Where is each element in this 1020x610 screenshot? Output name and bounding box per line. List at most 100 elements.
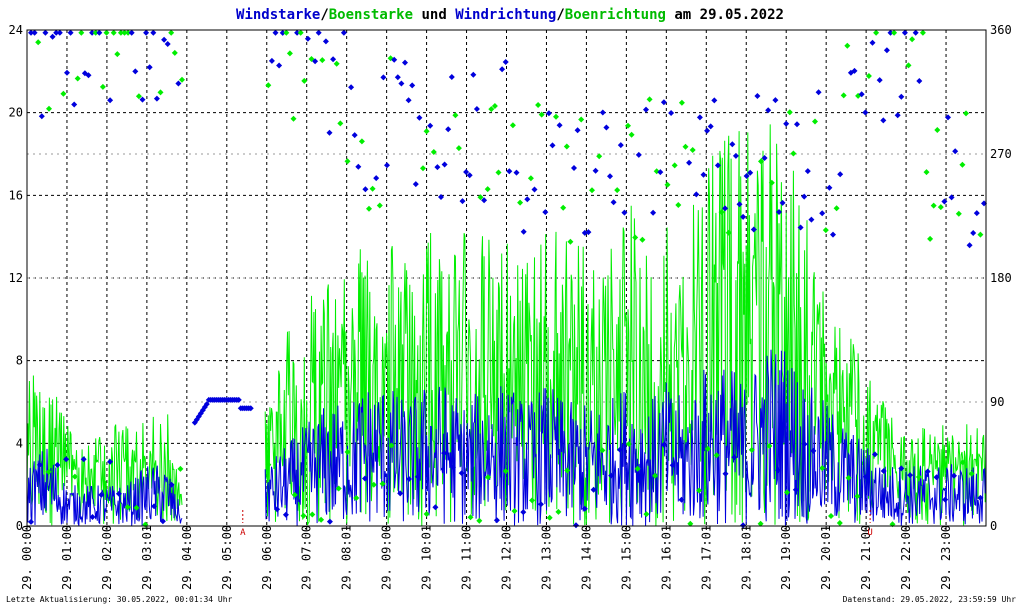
gust-direction-point <box>290 115 297 122</box>
low-speed-point <box>485 474 492 481</box>
wind-direction-point <box>779 199 786 206</box>
low-speed-point <box>766 443 773 449</box>
wind-direction-point <box>801 193 808 200</box>
wind-direction-point <box>826 184 833 191</box>
wind-direction-point <box>53 29 60 36</box>
wind-direction-point <box>348 84 355 91</box>
low-speed-point <box>45 468 52 475</box>
gust-direction-point <box>535 102 542 108</box>
wind-direction-point <box>797 224 804 231</box>
gust-direction-point <box>337 120 344 127</box>
wind-direction-point <box>883 47 890 54</box>
wind-direction-point <box>880 117 887 124</box>
wind-direction-point <box>164 41 171 47</box>
low-speed-point <box>414 473 421 480</box>
gust-direction-point <box>646 96 653 103</box>
gust-direction-point <box>99 83 106 90</box>
wind-direction-point <box>765 107 772 114</box>
x-tick-label: 29. 16:01 <box>659 525 673 590</box>
low-speed-point <box>555 508 562 515</box>
x-tick-label: 29. 11:00 <box>460 525 474 590</box>
gust-direction-point <box>664 181 671 188</box>
x-tick-label: 29. 02:00 <box>100 525 114 590</box>
gust-direction-point <box>376 202 383 209</box>
wind-level-point <box>235 396 242 403</box>
title-part: / <box>556 7 564 23</box>
low-speed-point <box>898 465 905 472</box>
low-speed-point <box>819 465 826 472</box>
wind-direction-point <box>459 198 466 205</box>
wind-level-point <box>247 405 254 412</box>
wind-direction-point <box>607 173 613 180</box>
x-tick-label: 29. 15:00 <box>619 525 633 590</box>
low-speed-point <box>924 468 931 475</box>
gust-direction-point <box>455 145 462 152</box>
wind-direction-point <box>38 113 45 120</box>
wind-direction-point <box>736 201 743 208</box>
wind-direction-point <box>139 96 146 103</box>
low-speed-point <box>854 493 861 500</box>
wind-direction-point <box>441 161 448 168</box>
gust-direction-point <box>286 50 293 57</box>
wind-direction-point <box>617 142 624 149</box>
wind-direction-point <box>635 151 642 158</box>
low-speed-point <box>476 517 483 524</box>
wind-direction-point <box>340 29 347 36</box>
gust-direction-point <box>553 113 559 120</box>
low-speed-point <box>54 462 61 468</box>
wind-level-point <box>203 401 210 408</box>
low-speed-point <box>406 476 412 482</box>
low-speed-point <box>80 456 87 463</box>
wind-direction-point <box>722 205 729 212</box>
gust-direction-point <box>567 238 574 245</box>
wind-direction-point <box>31 29 38 36</box>
low-speed-point <box>397 490 404 497</box>
title-part: Windstarke <box>236 7 320 23</box>
wind-direction-point <box>466 172 473 179</box>
low-speed-point <box>617 446 623 453</box>
low-speed-point <box>423 511 430 517</box>
wind-direction-point <box>150 29 157 36</box>
wind-direction-point <box>506 168 513 175</box>
gust-direction-point <box>517 199 524 206</box>
wind-direction-point <box>869 39 876 46</box>
wind-direction-point <box>394 74 401 81</box>
wind-direction-point <box>542 209 549 216</box>
wind-direction-point <box>876 77 883 84</box>
wind-series <box>26 349 987 526</box>
gust-direction-point <box>596 153 603 160</box>
wind-direction-point <box>153 95 160 102</box>
y-left-tick-label: 8 <box>16 354 23 368</box>
low-speed-point <box>722 470 729 477</box>
x-tick-label: 29. 23:00 <box>939 525 953 590</box>
wind-direction-point <box>502 59 509 65</box>
gust-direction-point <box>977 231 984 238</box>
gust-direction-point <box>934 127 941 133</box>
gust-direction-point <box>265 82 272 89</box>
low-speed-point <box>379 480 386 487</box>
y-right-tick-label: 0 <box>990 519 997 533</box>
gust-direction-point <box>92 29 99 36</box>
low-speed-point <box>740 522 747 529</box>
wind-direction-point <box>499 66 506 73</box>
gust-direction-point <box>358 138 365 145</box>
axes: 0 4 8 12 16 20 24 0 90 180 270 360 29. 00:00 29. 01:0… <box>9 23 1012 590</box>
low-speed-point <box>599 447 606 454</box>
low-speed-point <box>300 512 307 519</box>
low-speed-point <box>660 441 667 448</box>
gust-direction-point <box>484 186 491 193</box>
wind-direction-point <box>351 132 358 139</box>
low-speed-point <box>107 458 114 465</box>
gust-direction-point <box>423 128 430 135</box>
low-speed-point <box>71 473 78 480</box>
footer-last-update: Letzte Aktualisierung: 30.05.2022, 00:01… <box>6 595 233 604</box>
low-speed-point <box>590 486 597 493</box>
low-speed-point <box>643 511 650 518</box>
gust-direction-point <box>157 89 164 96</box>
gust-direction-point <box>865 73 872 79</box>
wind-direction-point <box>556 122 563 129</box>
wind-direction-point <box>772 97 779 104</box>
wind-direction-point <box>941 198 948 205</box>
wind-direction-point <box>970 230 977 236</box>
wind-direction-point <box>643 106 649 113</box>
